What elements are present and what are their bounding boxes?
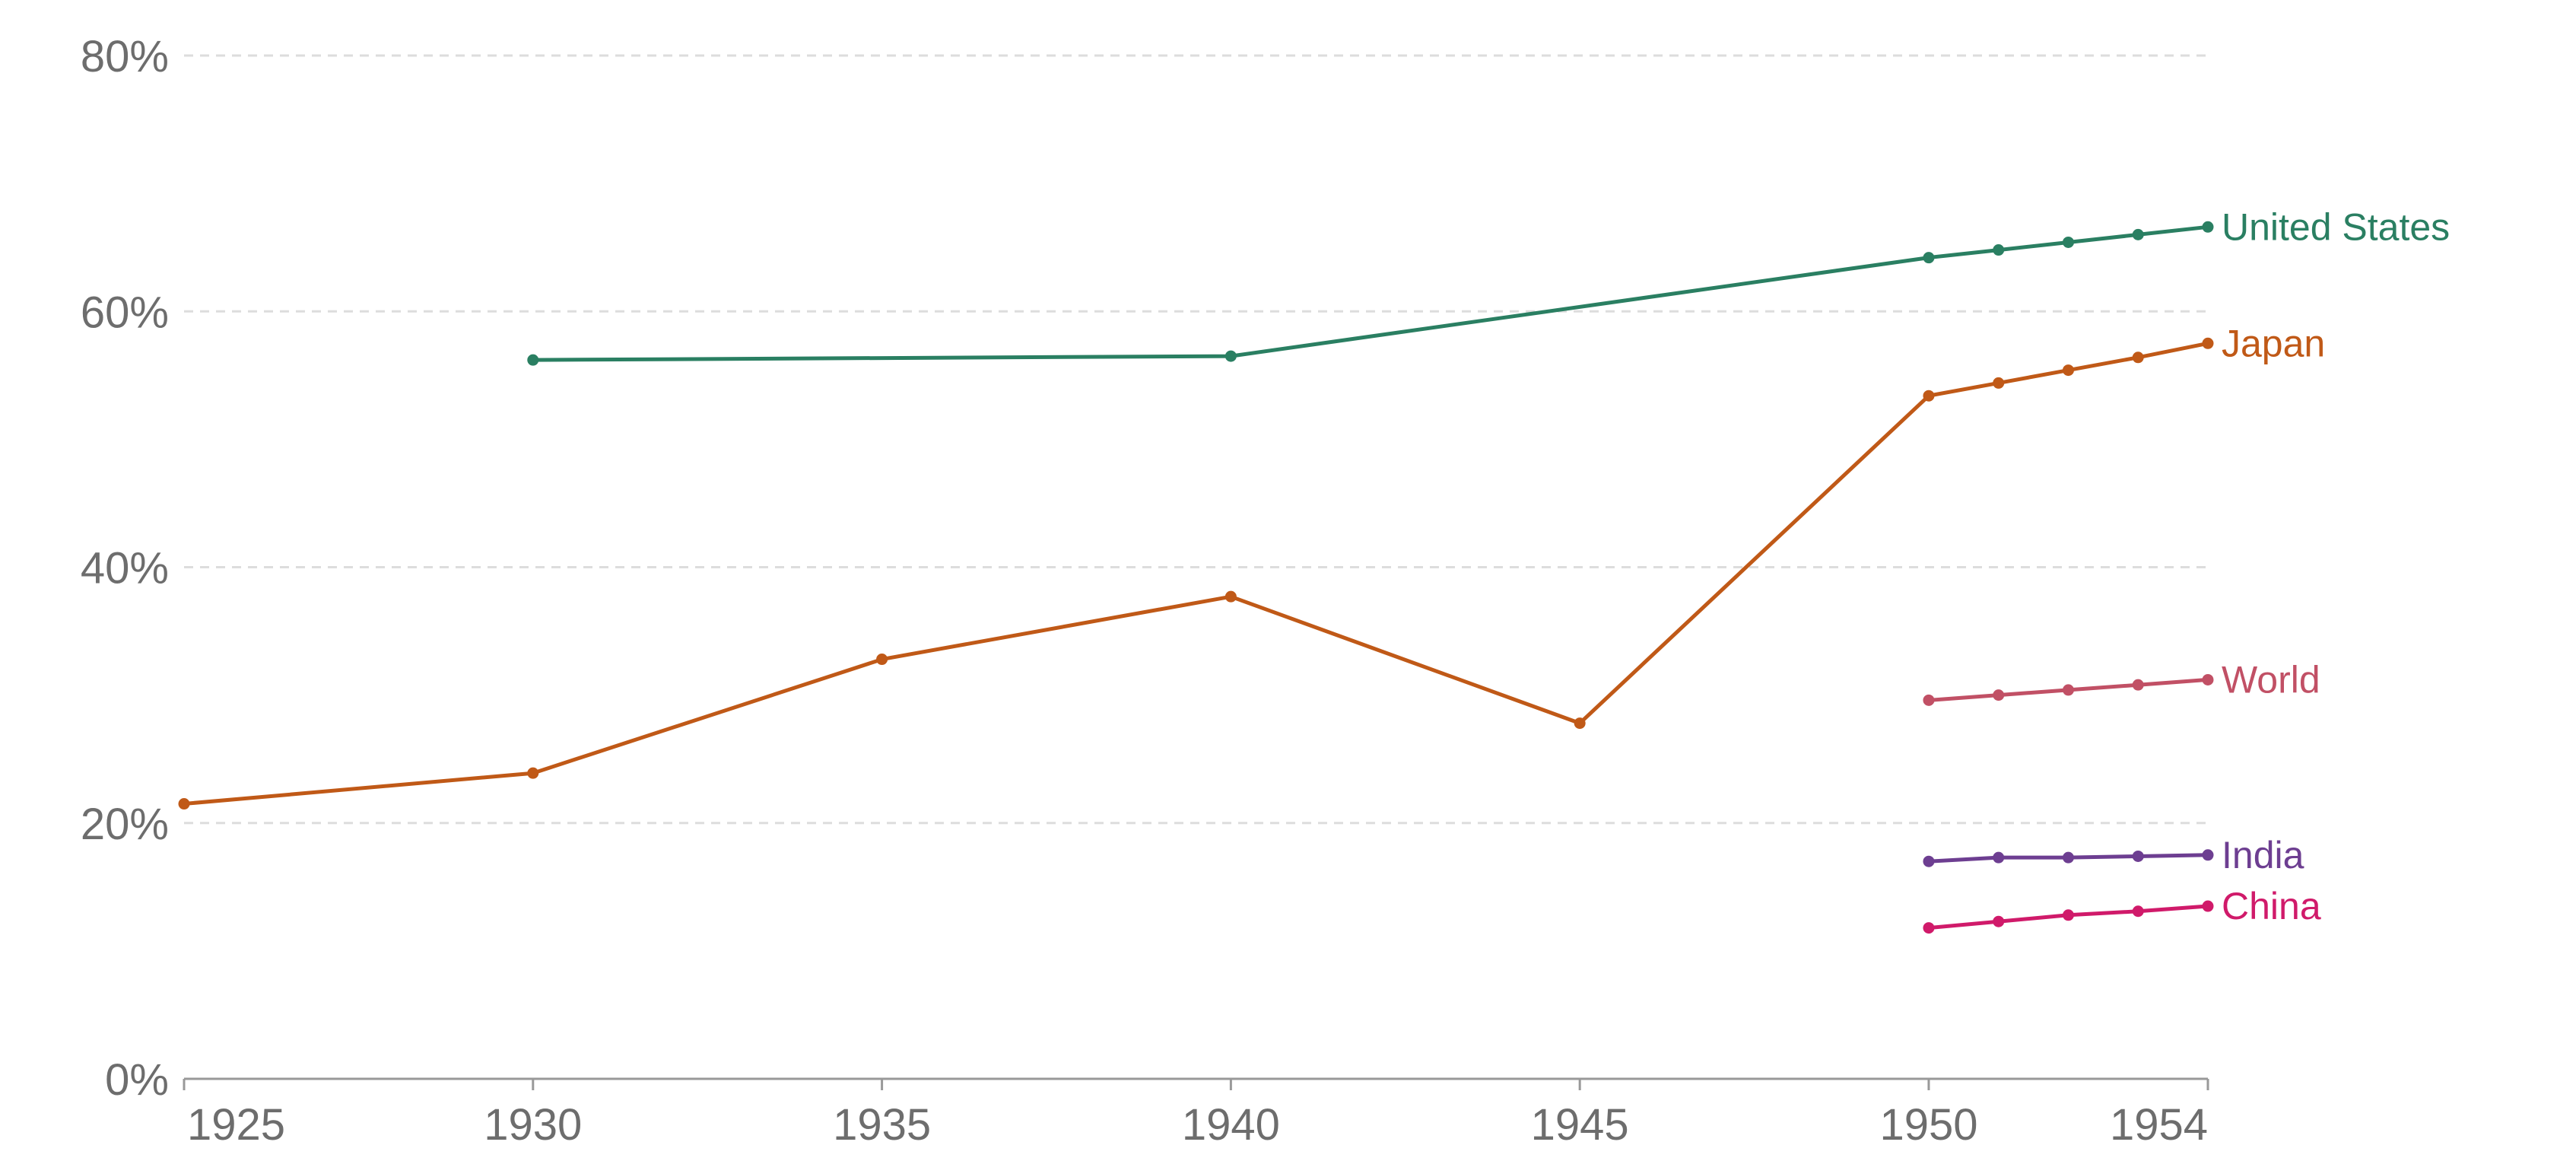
data-point-india[interactable] — [1923, 855, 1935, 867]
data-point-japan[interactable] — [876, 654, 888, 666]
data-point-japan[interactable] — [178, 798, 190, 810]
series-united-states — [527, 221, 2214, 366]
x-tick-label: 1925 — [187, 1100, 285, 1150]
series-japan — [178, 337, 2214, 810]
data-point-united-states[interactable] — [1993, 244, 2005, 256]
data-point-united-states[interactable] — [2062, 236, 2074, 248]
series-label-united-states: United States — [2222, 205, 2450, 248]
data-point-united-states[interactable] — [1224, 350, 1237, 362]
series-labels: United States Japan World India China — [2222, 205, 2450, 927]
data-point-japan[interactable] — [1923, 390, 1935, 402]
y-axis-tick-labels: 0% 20% 40% 60% 80% — [81, 32, 169, 1105]
data-point-japan[interactable] — [2132, 351, 2144, 364]
series-line-japan — [182, 341, 2210, 806]
data-point-india[interactable] — [1993, 851, 2005, 864]
data-point-india[interactable] — [2132, 850, 2144, 862]
data-point-japan[interactable] — [2062, 364, 2074, 377]
data-point-united-states[interactable] — [2202, 221, 2214, 233]
data-point-india[interactable] — [2202, 849, 2214, 861]
series-label-india: India — [2222, 834, 2304, 876]
y-tick-label: 80% — [81, 32, 169, 81]
x-axis: 1925 1930 1935 1940 1945 1950 1954 — [183, 1077, 2209, 1150]
data-point-japan[interactable] — [2202, 337, 2214, 349]
series-label-china: China — [2222, 885, 2321, 927]
data-point-world[interactable] — [1923, 694, 1935, 706]
x-tick-label: 1940 — [1182, 1100, 1280, 1150]
series-india — [1923, 849, 2214, 867]
data-point-japan[interactable] — [527, 767, 539, 779]
data-point-world[interactable] — [2132, 679, 2144, 691]
data-point-united-states[interactable] — [527, 354, 539, 366]
data-point-japan[interactable] — [1574, 717, 1586, 730]
data-point-japan[interactable] — [1993, 377, 2005, 389]
grid-layer — [184, 54, 2208, 825]
y-tick-label: 60% — [81, 288, 169, 337]
data-point-world[interactable] — [2202, 673, 2214, 685]
x-tick-label: 1950 — [1879, 1100, 1977, 1150]
data-point-india[interactable] — [2062, 851, 2074, 864]
x-tick-label: 1930 — [484, 1100, 582, 1150]
x-tick-label: 1954 — [2110, 1100, 2208, 1150]
data-point-china[interactable] — [1993, 915, 2005, 927]
series-label-japan: Japan — [2222, 322, 2325, 364]
data-point-china[interactable] — [2062, 909, 2074, 921]
data-point-united-states[interactable] — [1923, 252, 1935, 264]
data-point-world[interactable] — [1993, 689, 2005, 701]
y-tick-label: 0% — [105, 1055, 169, 1105]
series-line-united-states — [531, 224, 2210, 362]
data-point-united-states[interactable] — [2132, 228, 2144, 240]
data-point-world[interactable] — [2062, 684, 2074, 696]
y-tick-label: 20% — [81, 800, 169, 849]
data-point-china[interactable] — [2202, 900, 2214, 912]
y-tick-label: 40% — [81, 544, 169, 593]
data-point-china[interactable] — [2132, 905, 2144, 918]
x-tick-label: 1945 — [1531, 1100, 1629, 1150]
series-layer — [178, 221, 2214, 934]
series-china — [1923, 900, 2214, 934]
series-world — [1923, 673, 2214, 706]
x-tick-label: 1935 — [833, 1100, 931, 1150]
series-label-world: World — [2222, 658, 2320, 701]
data-point-china[interactable] — [1923, 922, 1935, 934]
data-point-japan[interactable] — [1224, 590, 1237, 603]
